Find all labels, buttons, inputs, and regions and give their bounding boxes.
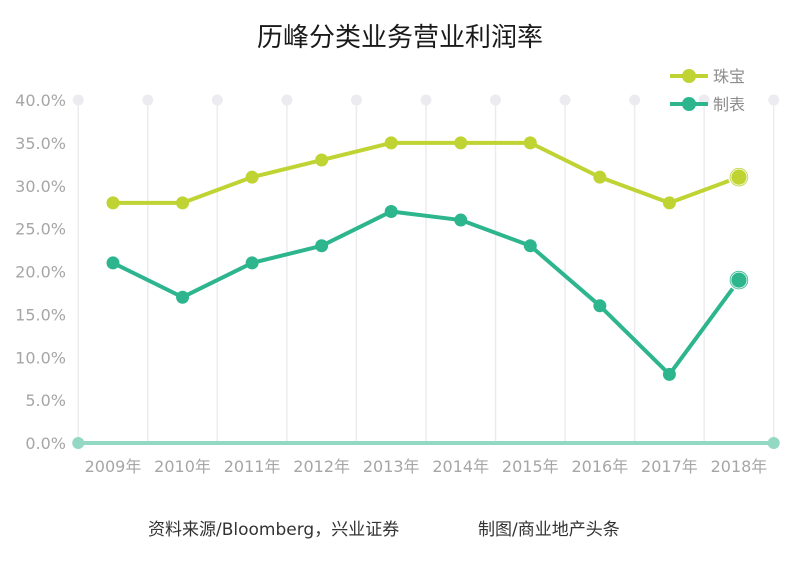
series-line bbox=[113, 140, 740, 205]
chart-title: 历峰分类业务营业利润率 bbox=[257, 23, 543, 53]
y-tick-label: 15.0% bbox=[15, 305, 66, 324]
series-watches bbox=[106, 204, 750, 381]
legend-dot-icon bbox=[682, 97, 696, 111]
data-point[interactable] bbox=[176, 290, 190, 304]
gridline-cap bbox=[629, 94, 641, 106]
legend: 珠宝 制表 bbox=[670, 67, 745, 114]
x-tick-label: 2012年 bbox=[293, 457, 350, 476]
x-tick-label: 2011年 bbox=[224, 457, 281, 476]
data-point[interactable] bbox=[454, 213, 468, 227]
data-point[interactable] bbox=[106, 196, 120, 210]
gridline-cap bbox=[72, 94, 84, 106]
data-point[interactable] bbox=[176, 196, 190, 210]
y-tick-label: 25.0% bbox=[15, 220, 66, 239]
y-tick-label: 0.0% bbox=[25, 434, 66, 453]
data-point-highlight[interactable] bbox=[728, 166, 750, 188]
axis-end-dot bbox=[767, 437, 780, 449]
data-point[interactable] bbox=[454, 136, 468, 150]
x-tick-label: 2014年 bbox=[432, 457, 489, 476]
x-axis bbox=[72, 437, 780, 449]
data-point-ring bbox=[730, 168, 748, 186]
data-point[interactable] bbox=[593, 170, 607, 184]
data-point[interactable] bbox=[384, 204, 398, 218]
gridline-cap bbox=[559, 94, 571, 106]
data-point[interactable] bbox=[315, 153, 329, 167]
legend-dot-icon bbox=[682, 69, 696, 83]
data-point[interactable] bbox=[593, 299, 607, 313]
data-point-ring bbox=[730, 271, 748, 289]
gridline-cap bbox=[768, 94, 780, 106]
y-axis-ticks: 0.0% 5.0% 10.0% 15.0% 20.0% 25.0% 30.0% 35.0% 40… bbox=[15, 91, 66, 453]
axis-end-dot bbox=[72, 437, 85, 449]
gridline-cap bbox=[281, 94, 293, 106]
x-tick-label: 2013年 bbox=[363, 457, 420, 476]
data-point[interactable] bbox=[662, 196, 676, 210]
legend-label: 珠宝 bbox=[713, 67, 745, 86]
legend-item-watches[interactable]: 制表 bbox=[670, 95, 745, 114]
x-tick-label: 2016年 bbox=[571, 457, 628, 476]
x-tick-label: 2017年 bbox=[641, 457, 698, 476]
y-tick-label: 35.0% bbox=[15, 134, 66, 153]
gridline-cap bbox=[350, 94, 362, 106]
gridline-cap bbox=[420, 94, 432, 106]
data-point[interactable] bbox=[245, 170, 259, 184]
data-point[interactable] bbox=[523, 239, 537, 253]
data-point[interactable] bbox=[662, 367, 676, 381]
grid-layer bbox=[72, 94, 780, 443]
data-point[interactable] bbox=[523, 136, 537, 150]
x-tick-label: 2018年 bbox=[711, 457, 768, 476]
x-tick-label: 2009年 bbox=[85, 457, 142, 476]
legend-item-jewelry[interactable]: 珠宝 bbox=[670, 67, 745, 86]
y-tick-label: 10.0% bbox=[15, 348, 66, 367]
data-point[interactable] bbox=[245, 256, 259, 270]
y-tick-label: 5.0% bbox=[25, 391, 66, 410]
x-tick-label: 2015年 bbox=[502, 457, 559, 476]
data-point[interactable] bbox=[106, 256, 120, 270]
y-tick-label: 30.0% bbox=[15, 177, 66, 196]
gridline-cap bbox=[142, 94, 154, 106]
gridline-cap bbox=[490, 94, 502, 106]
gridline-cap bbox=[211, 94, 223, 106]
data-point[interactable] bbox=[315, 239, 329, 253]
source-note: 资料来源/Bloomberg，兴业证券 bbox=[148, 520, 399, 540]
x-axis-ticks: 2009年 2010年 2011年 2012年 2013年 2014年 2015年 2016年… bbox=[85, 457, 768, 476]
y-tick-label: 40.0% bbox=[15, 91, 66, 110]
data-point-highlight[interactable] bbox=[728, 269, 750, 291]
data-point[interactable] bbox=[384, 136, 398, 150]
legend-label: 制表 bbox=[713, 95, 745, 114]
y-tick-label: 20.0% bbox=[15, 263, 66, 282]
series-line bbox=[112, 209, 741, 377]
credit-note: 制图/商业地产头条 bbox=[478, 520, 620, 540]
series-layer bbox=[106, 136, 750, 381]
series-jewelry bbox=[106, 136, 750, 210]
x-tick-label: 2010年 bbox=[154, 457, 211, 476]
